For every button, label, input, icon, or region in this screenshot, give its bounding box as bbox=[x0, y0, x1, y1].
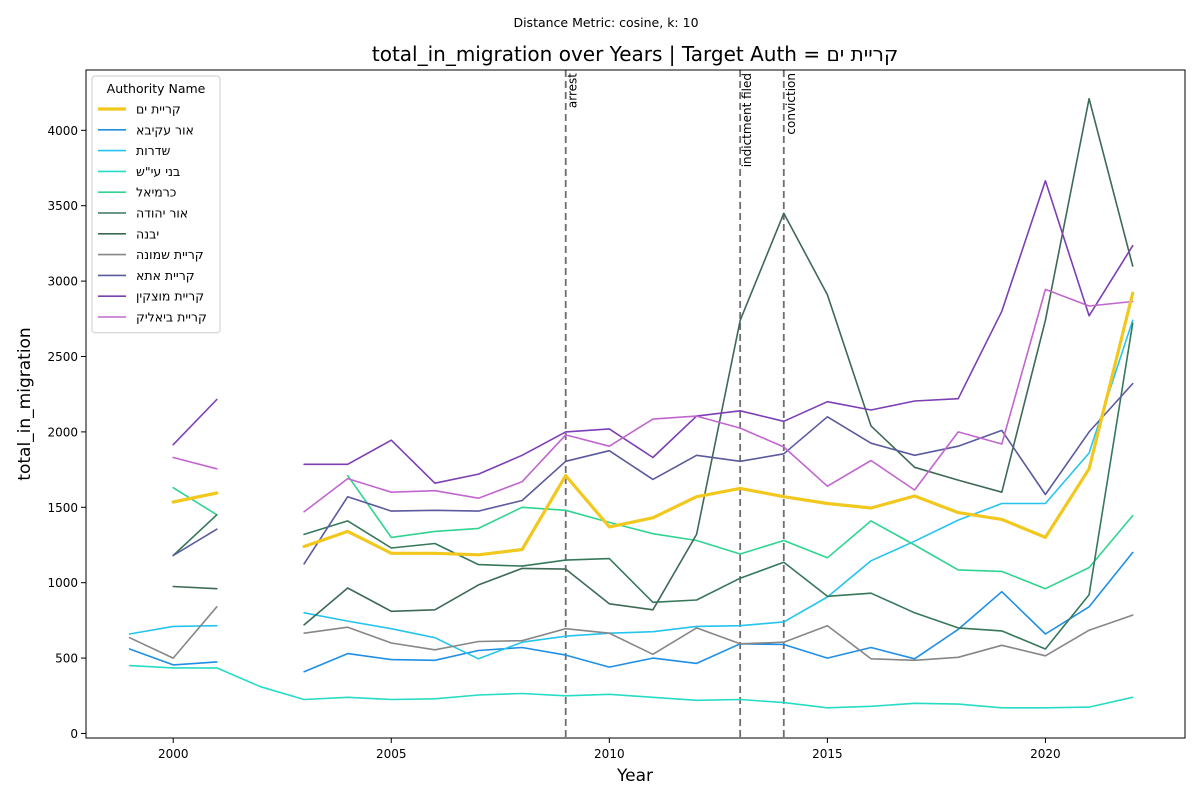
legend-label-4: כרמיאל bbox=[136, 185, 176, 200]
legend-label-10: קריית ביאליק bbox=[136, 310, 207, 325]
legend-label-0: קריית ים bbox=[136, 102, 181, 117]
x-tick-label-2005: 2005 bbox=[376, 747, 407, 761]
event-label-0: arrest bbox=[566, 73, 580, 108]
y-tick-label-2000: 2000 bbox=[47, 425, 78, 439]
x-axis-label: Year bbox=[616, 766, 653, 786]
y-tick-label-4000: 4000 bbox=[47, 124, 78, 138]
x-tick-label-2015: 2015 bbox=[812, 747, 843, 761]
legend-label-8: קריית אתא bbox=[136, 268, 195, 283]
legend-title: Authority Name bbox=[107, 81, 206, 96]
series-line-5 bbox=[172, 322, 1134, 650]
series-line-10 bbox=[172, 288, 1134, 513]
y-tick-label-3000: 3000 bbox=[47, 275, 78, 289]
series-line-0 bbox=[171, 291, 1135, 557]
legend-label-5: אור יהודה bbox=[136, 206, 188, 221]
y-axis-label: total_in_migration bbox=[15, 327, 35, 480]
x-tick-label-2000: 2000 bbox=[158, 747, 189, 761]
series-line-3 bbox=[128, 664, 1134, 709]
series-line-7 bbox=[128, 606, 1134, 662]
legend-box bbox=[91, 75, 221, 334]
x-tick-label-2010: 2010 bbox=[594, 747, 625, 761]
series-line-6 bbox=[172, 97, 1134, 626]
series-line-2 bbox=[128, 319, 1134, 660]
event-label-2: conviction bbox=[784, 73, 798, 135]
y-tick-label-0: 0 bbox=[70, 727, 78, 741]
y-tick-label-2500: 2500 bbox=[47, 350, 78, 364]
series-line-4 bbox=[172, 474, 1134, 590]
legend-label-7: קריית שמונה bbox=[136, 247, 204, 262]
legend-label-2: שדרות bbox=[136, 143, 171, 158]
legend: Authority Name קריית ים אור עקיבא שדרות בני … bbox=[91, 75, 221, 334]
legend-label-9: קריית מוצקין bbox=[136, 289, 204, 304]
y-tick-label-500: 500 bbox=[55, 652, 78, 666]
chart-suptitle: Distance Metric: cosine, k: 10 bbox=[513, 15, 698, 30]
y-tick-label-1500: 1500 bbox=[47, 501, 78, 515]
plot-area: 2000 2005 2010 2015 2020 0 500 1000 1500 2000 2500… bbox=[47, 69, 1186, 761]
chart-title: total_in_migration over Years | Target A… bbox=[372, 42, 898, 66]
y-tick-label-3500: 3500 bbox=[47, 199, 78, 213]
x-tick-label-2020: 2020 bbox=[1030, 747, 1061, 761]
axes-frame bbox=[85, 69, 1186, 739]
legend-label-1: אור עקיבא bbox=[136, 122, 194, 137]
series-line-1 bbox=[128, 551, 1134, 673]
series-line-9 bbox=[172, 180, 1134, 484]
legend-label-3: בני עי"ש bbox=[136, 164, 180, 179]
legend-label-6: יבנה bbox=[136, 226, 159, 241]
y-tick-label-1000: 1000 bbox=[47, 576, 78, 590]
series-line-8 bbox=[172, 382, 1134, 565]
event-label-1: indictment filed bbox=[740, 73, 754, 167]
